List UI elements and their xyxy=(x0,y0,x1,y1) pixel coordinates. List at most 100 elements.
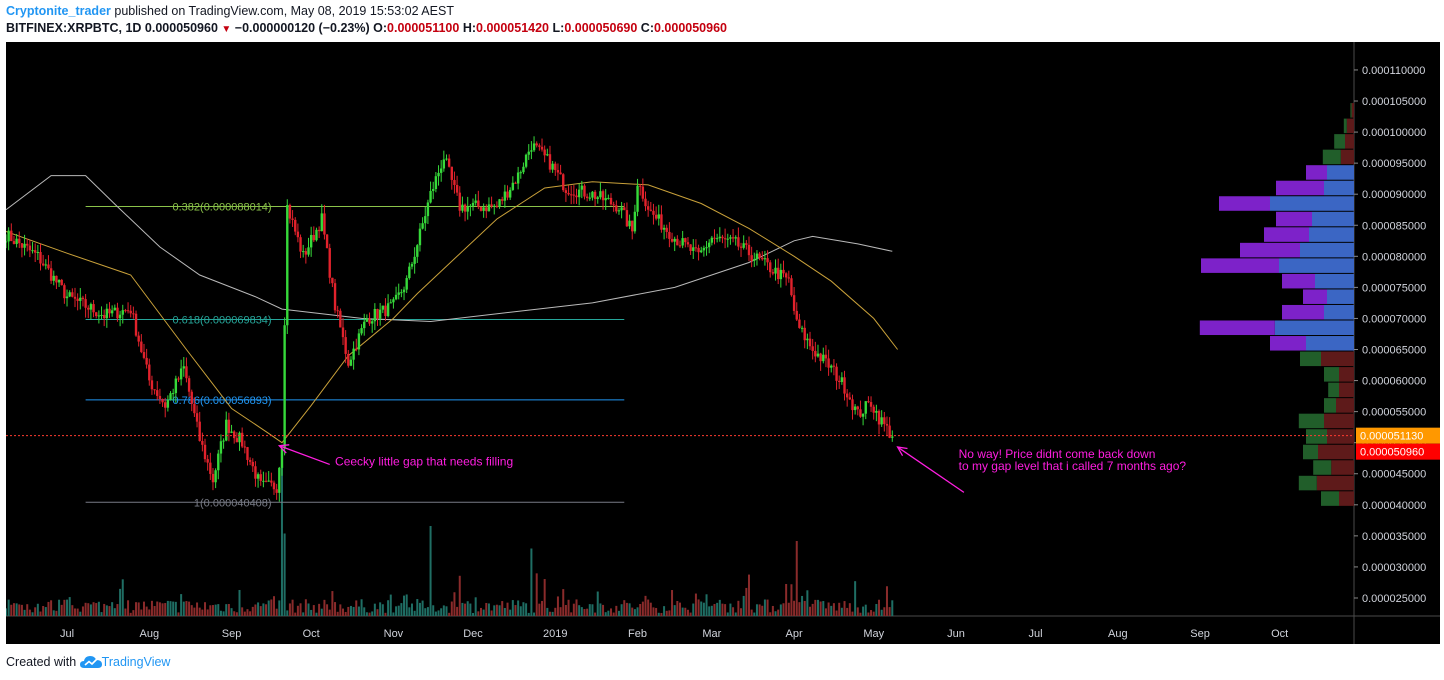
volume-bar xyxy=(519,606,522,616)
candle-body xyxy=(240,432,244,447)
volume-bar xyxy=(742,595,745,616)
candle-body xyxy=(400,292,403,294)
candle-body xyxy=(89,304,93,310)
candle-body xyxy=(259,474,262,481)
volume-bar xyxy=(535,573,538,616)
volume-bar xyxy=(740,608,743,616)
volume-bar xyxy=(615,605,618,616)
price-tick-label: 0.000085000 xyxy=(1362,220,1426,232)
volume-bar xyxy=(854,581,857,616)
volume-bar xyxy=(400,603,403,616)
candle-body xyxy=(877,410,881,425)
volume-bar xyxy=(694,593,697,616)
volume-bar xyxy=(885,586,888,616)
volume-bar xyxy=(495,604,498,616)
volume-bar xyxy=(219,610,222,616)
candle-body xyxy=(715,238,719,240)
candle-body xyxy=(405,278,408,290)
candle-body xyxy=(418,228,422,246)
candle-body xyxy=(495,205,499,207)
volume-bar xyxy=(315,612,318,616)
volume-bar xyxy=(700,601,703,616)
volume-bar xyxy=(286,610,289,616)
candle-body xyxy=(811,346,814,351)
candle-body xyxy=(429,190,432,203)
volume-bar xyxy=(254,604,257,616)
candle-body xyxy=(776,267,780,280)
candle-body xyxy=(386,303,390,317)
candle-body xyxy=(320,213,323,232)
volume-bar xyxy=(251,606,254,616)
candle-body xyxy=(747,244,751,256)
volume-bar xyxy=(564,604,567,616)
volume-bar xyxy=(437,610,440,616)
volume-bar xyxy=(503,607,506,616)
tradingview-cloud-icon xyxy=(79,656,102,668)
high-value: 0.000051420 xyxy=(476,21,550,35)
volume-bar xyxy=(6,608,7,616)
volume-bar xyxy=(339,604,342,616)
candle-body xyxy=(880,417,883,425)
volume-bar xyxy=(676,600,679,616)
volume-bar xyxy=(296,605,299,616)
volume-bar xyxy=(403,595,406,616)
volume-bar xyxy=(840,607,843,616)
volume-profile-row xyxy=(1219,196,1270,211)
volume-bar xyxy=(878,599,881,616)
candle-body xyxy=(39,251,42,264)
price-tick-label: 0.000090000 xyxy=(1362,189,1426,201)
volume-bar xyxy=(371,611,374,616)
candle-body xyxy=(81,297,85,300)
candle-body xyxy=(84,299,87,308)
candle-body xyxy=(761,257,764,260)
volume-bar xyxy=(554,607,557,616)
candle-body xyxy=(248,459,252,462)
candle-body xyxy=(333,283,337,311)
candle-body xyxy=(394,294,398,300)
volume-bar xyxy=(572,603,575,616)
volume-bar xyxy=(432,605,435,616)
annotation-text: to my gap level that i called 7 months a… xyxy=(959,459,1187,473)
candle-body xyxy=(280,448,284,468)
volume-profile-row xyxy=(1306,165,1327,180)
candle-body xyxy=(439,168,443,173)
chart-area[interactable]: 0.000025000 0.000030000 0.000035000 0.00004… xyxy=(6,42,1440,644)
volume-bar xyxy=(708,606,711,616)
volume-bar xyxy=(718,599,721,616)
candle-body xyxy=(461,204,464,211)
volume-profile-row xyxy=(1339,491,1354,506)
volume-bar xyxy=(604,612,607,616)
volume-bar xyxy=(655,607,658,616)
candle-body xyxy=(384,305,387,317)
candle-body xyxy=(784,273,788,278)
tradingview-brand[interactable]: TradingView xyxy=(101,655,171,669)
volume-bar xyxy=(26,604,29,616)
volume-bar xyxy=(580,607,583,616)
candle-body xyxy=(424,216,427,224)
price-chart[interactable]: 0.000025000 0.000030000 0.000035000 0.00004… xyxy=(6,42,1440,644)
candle-body xyxy=(479,206,483,211)
candle-body xyxy=(7,230,10,242)
candle-body xyxy=(243,446,247,448)
candle-body xyxy=(437,172,440,177)
volume-bar xyxy=(864,604,867,616)
volume-bar xyxy=(686,609,689,616)
candle-body xyxy=(222,440,225,442)
volume-bar xyxy=(631,607,634,616)
fib-level-label: 0.786(0.000056893) xyxy=(173,395,272,407)
open-label: O: xyxy=(373,21,388,35)
volume-bar xyxy=(822,601,825,616)
author-link[interactable]: Cryptonite_trader xyxy=(6,4,111,18)
volume-bar xyxy=(596,591,599,616)
candle-body xyxy=(315,229,318,241)
volume-bar xyxy=(31,612,34,616)
volume-profile-row xyxy=(1264,227,1309,242)
candle-body xyxy=(482,207,485,211)
volume-bar xyxy=(793,600,796,616)
candle-body xyxy=(548,154,552,170)
candle-body xyxy=(795,310,798,320)
candle-body xyxy=(723,238,727,240)
candle-body xyxy=(705,247,708,249)
volume-bar xyxy=(206,609,209,616)
volume-bar xyxy=(288,603,291,616)
